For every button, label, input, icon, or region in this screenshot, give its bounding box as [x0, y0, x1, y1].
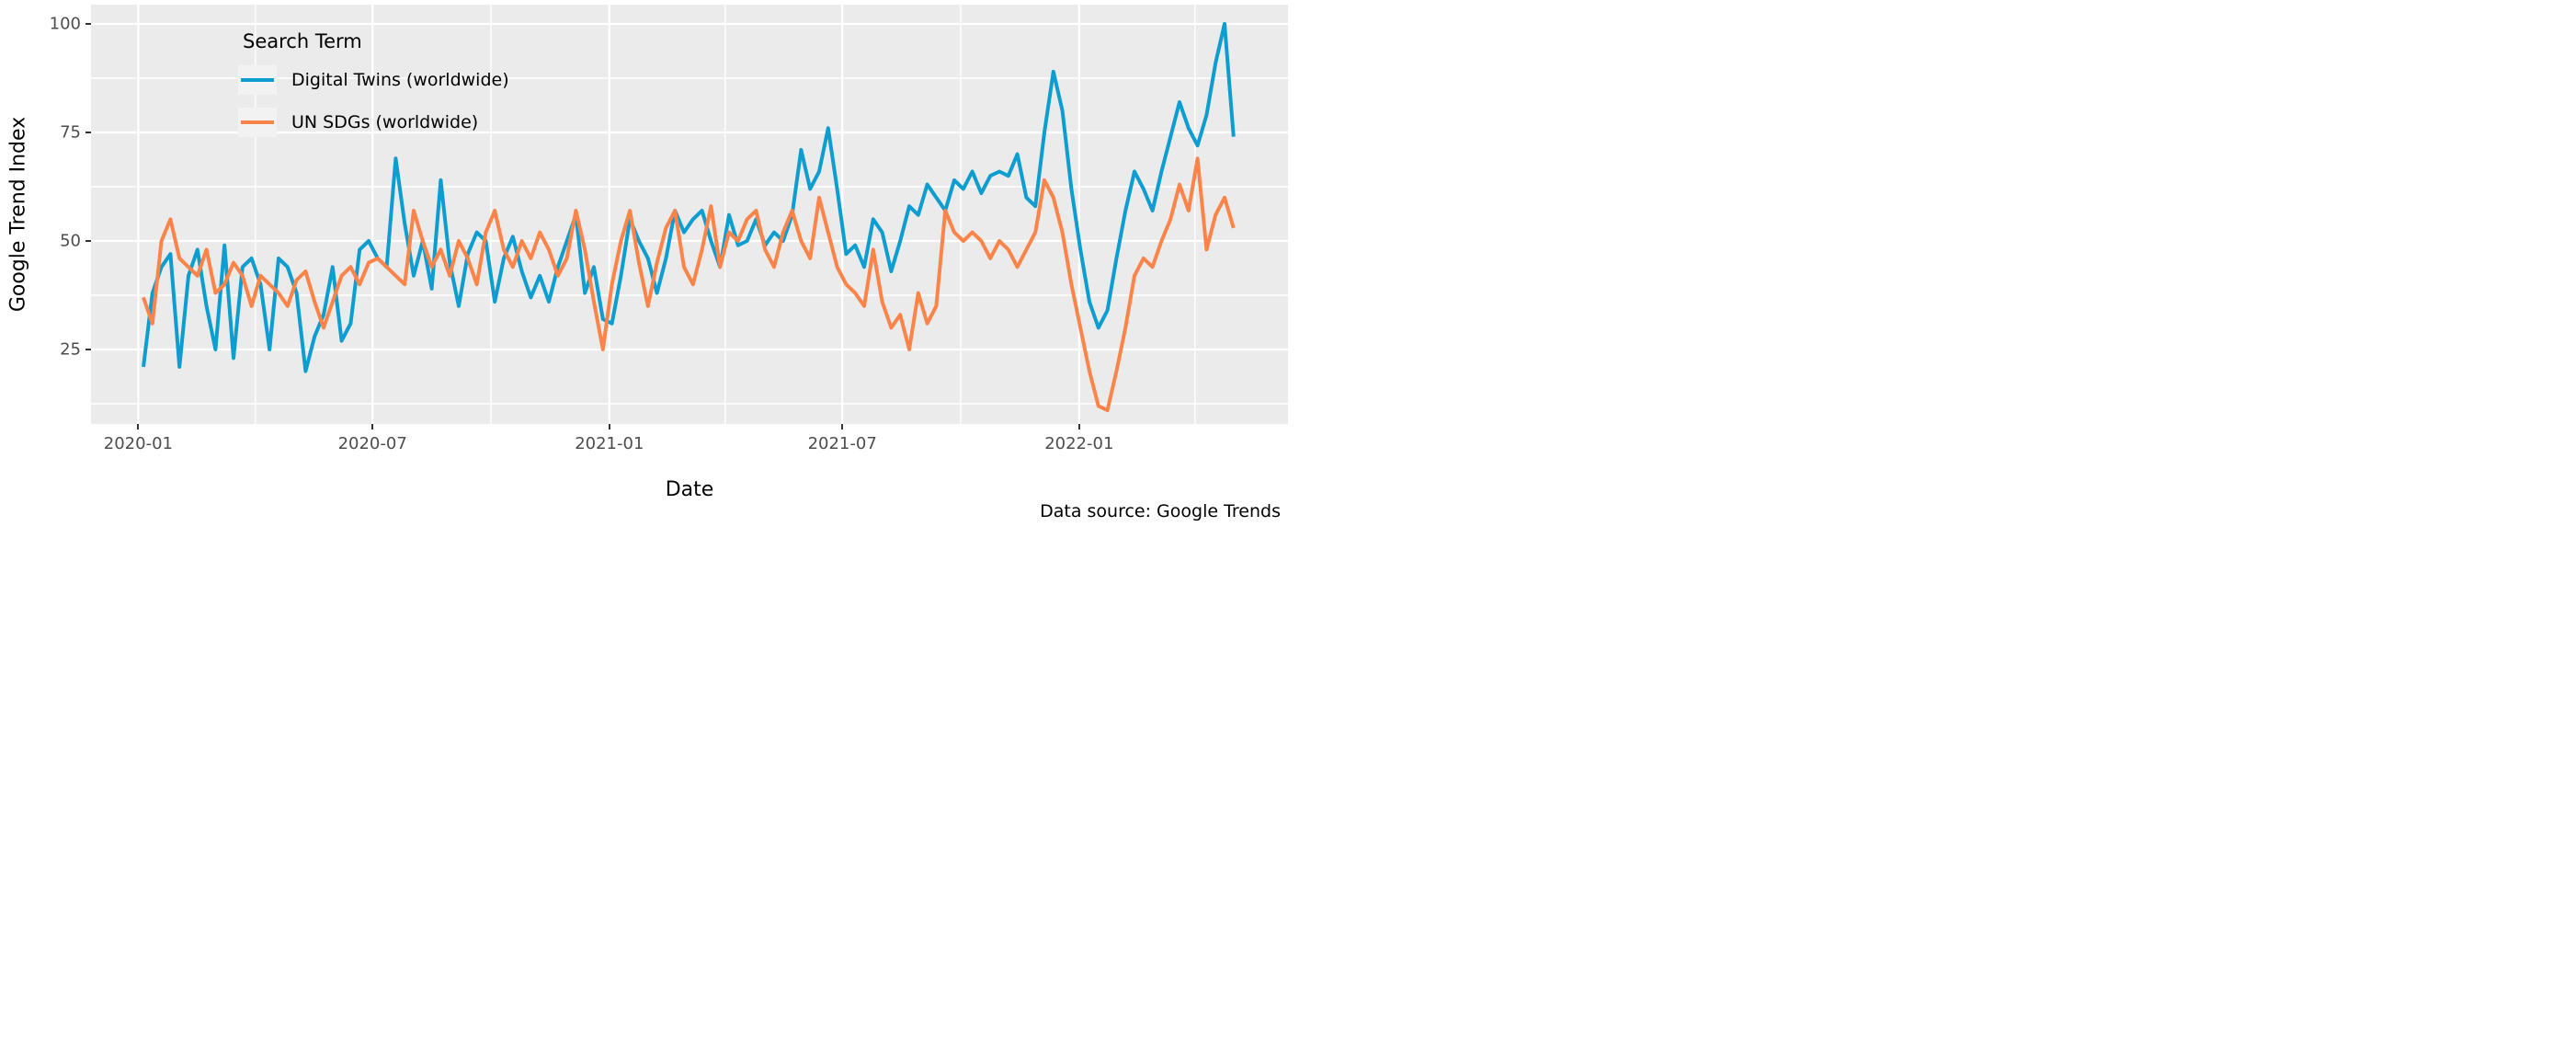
x-tick-mark — [841, 424, 844, 430]
legend: Search Term Digital Twins (worldwide) UN… — [238, 30, 509, 150]
plot-panel: Search Term Digital Twins (worldwide) UN… — [91, 5, 1288, 424]
x-tick-label: 2020-07 — [337, 434, 407, 453]
orange-line-swatch-icon — [241, 120, 274, 124]
y-tick-mark — [85, 132, 91, 133]
x-tick-label: 2022-01 — [1044, 434, 1114, 453]
y-tick-label: 25 — [60, 339, 81, 360]
x-tick-mark — [608, 424, 610, 430]
x-tick-label: 2020-01 — [103, 434, 173, 453]
y-tick-mark — [85, 349, 91, 350]
legend-entry-un-sdgs: UN SDGs (worldwide) — [238, 108, 509, 137]
series-line-un-sdgs — [142, 156, 1236, 413]
x-tick-label: 2021-07 — [807, 434, 877, 453]
y-tick-mark — [85, 240, 91, 242]
y-axis-title: Google Trend Index — [6, 116, 30, 313]
line-chart — [91, 5, 1288, 424]
legend-title: Search Term — [243, 30, 362, 52]
y-tick-label: 75 — [60, 122, 81, 143]
legend-key-digital-twins — [238, 65, 277, 95]
blue-line-swatch-icon — [241, 78, 274, 82]
x-tick-mark — [371, 424, 374, 430]
x-tick-mark — [137, 424, 140, 430]
figure: Search Term Digital Twins (worldwide) UN… — [0, 0, 1288, 527]
data-source-caption: Data source: Google Trends — [1040, 501, 1281, 521]
legend-key-un-sdgs — [238, 108, 277, 137]
legend-entry-digital-twins: Digital Twins (worldwide) — [238, 65, 509, 95]
x-tick-label: 2021-01 — [575, 434, 644, 453]
x-axis-title: Date — [665, 478, 714, 501]
y-tick-label: 50 — [60, 231, 81, 251]
x-tick-mark — [1077, 424, 1080, 430]
series-line-digital-twins — [142, 22, 1236, 373]
legend-label-digital-twins: Digital Twins (worldwide) — [291, 70, 509, 90]
legend-label-un-sdgs: UN SDGs (worldwide) — [291, 112, 479, 132]
y-tick-mark — [85, 23, 91, 25]
y-tick-label: 100 — [49, 14, 81, 34]
